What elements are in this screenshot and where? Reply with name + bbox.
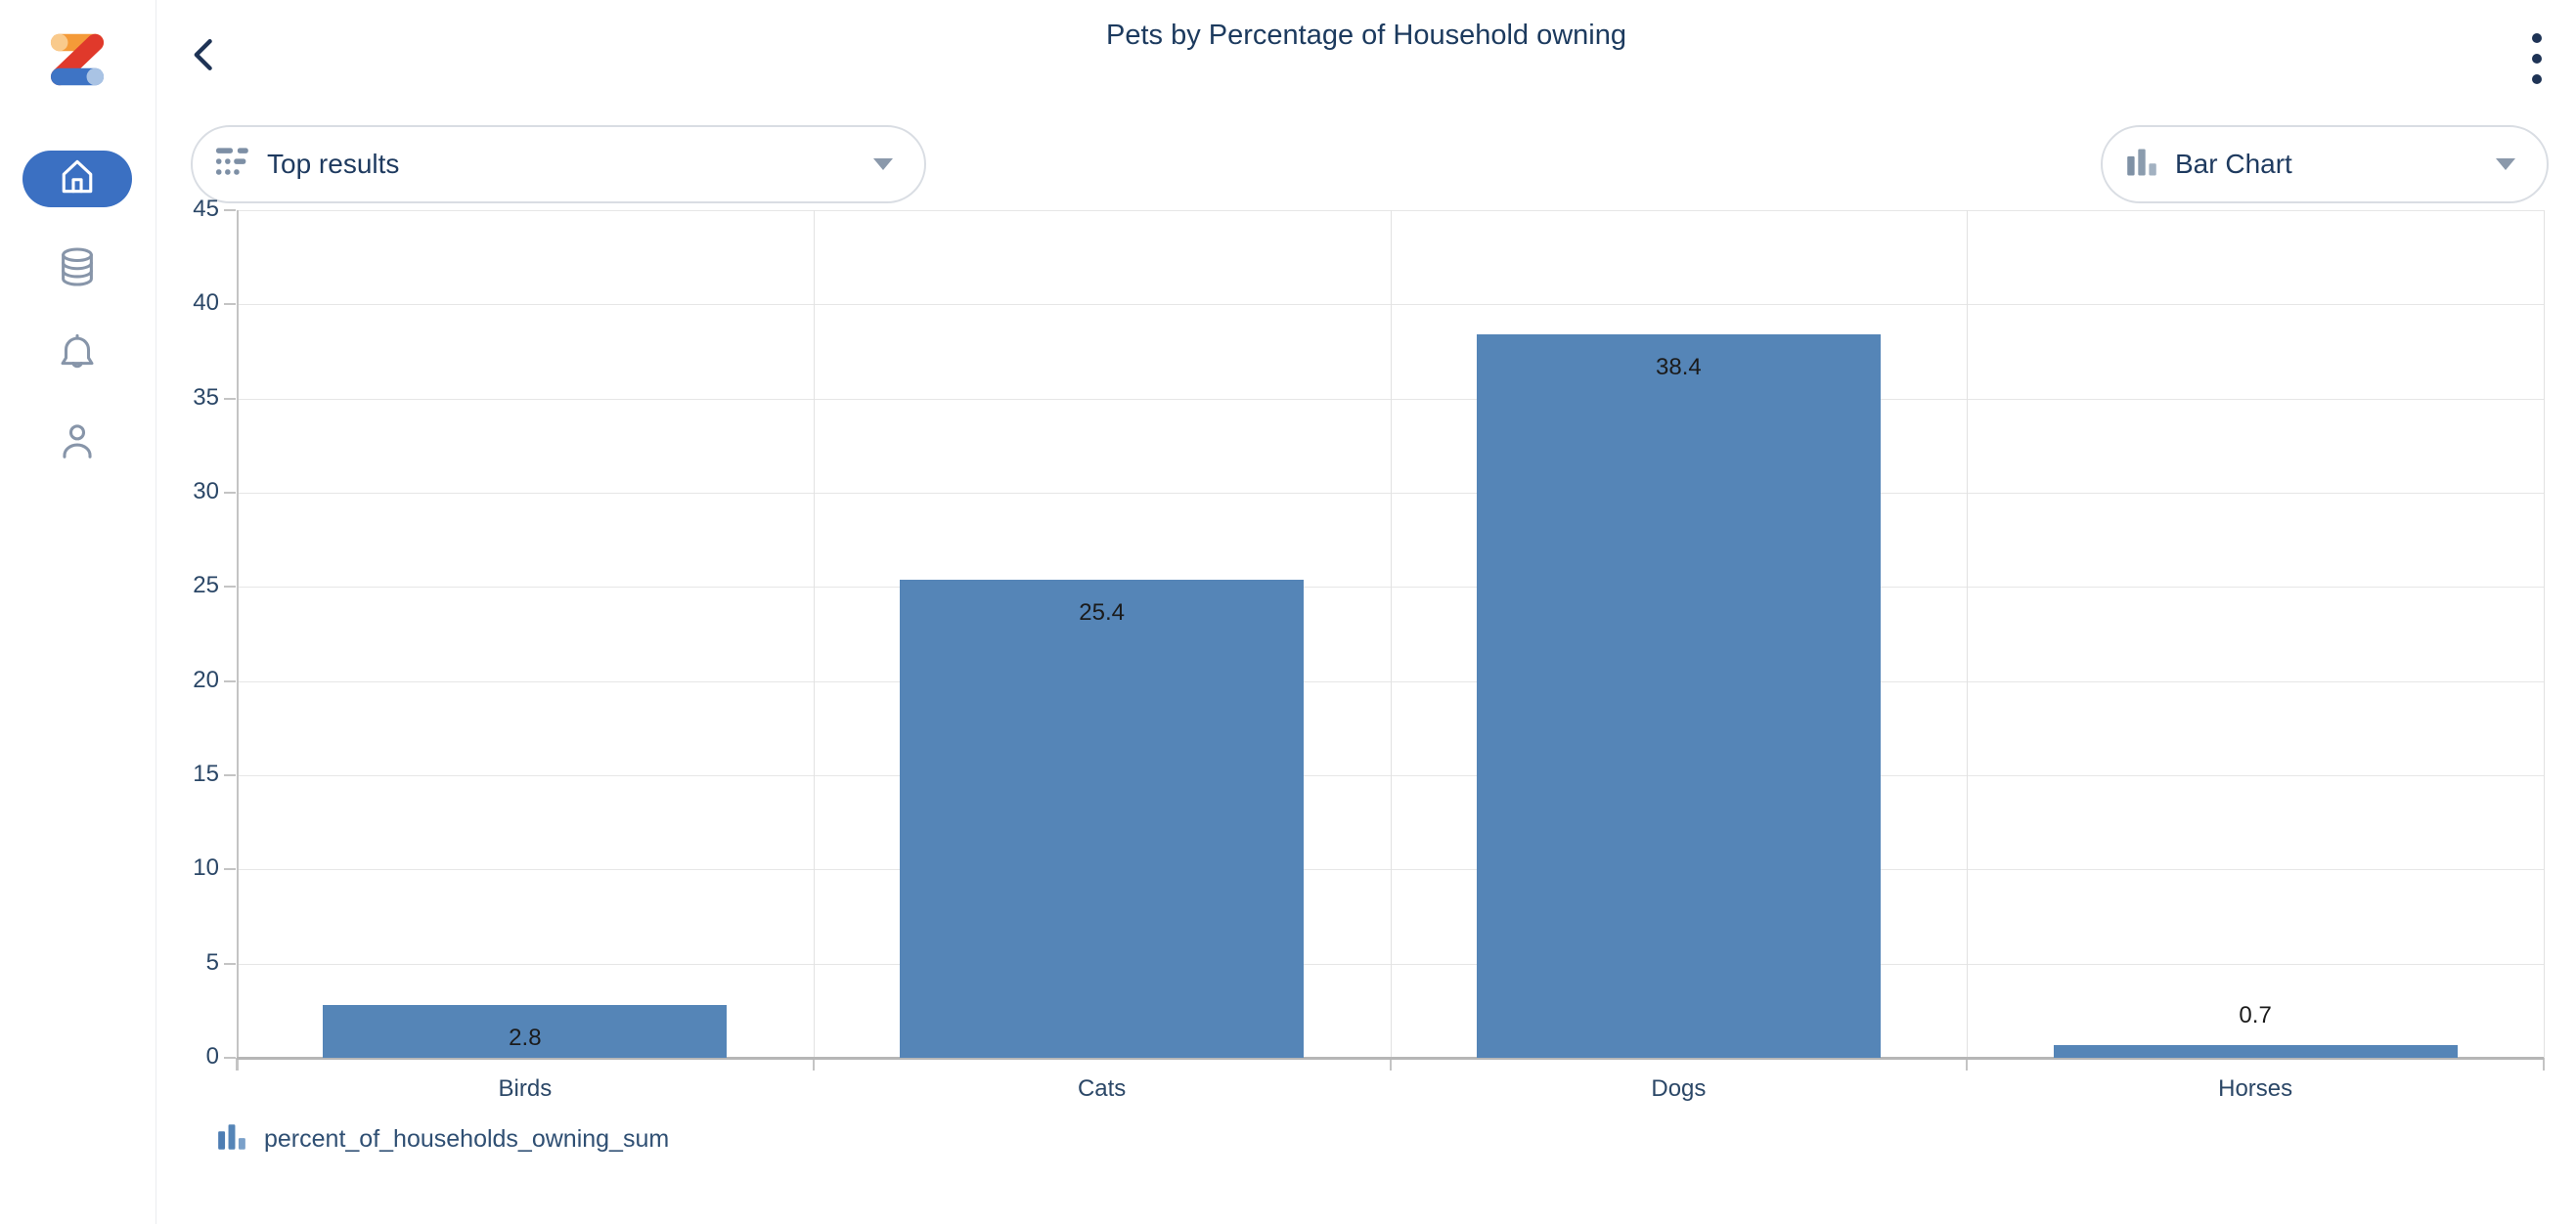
bar-horses[interactable] bbox=[2053, 1044, 2458, 1058]
x-gridline bbox=[1390, 210, 1392, 1058]
top-results-label: Top results bbox=[267, 149, 400, 179]
y-gridline bbox=[237, 493, 2544, 494]
y-tick bbox=[224, 492, 236, 494]
chart-type-label: Bar Chart bbox=[2175, 149, 2292, 179]
x-category-label: Dogs bbox=[1651, 1075, 1707, 1102]
y-axis bbox=[237, 210, 239, 1071]
x-category-label: Birds bbox=[498, 1075, 553, 1102]
y-gridline bbox=[237, 210, 2544, 211]
user-icon bbox=[55, 418, 100, 468]
y-tick bbox=[224, 397, 236, 400]
bar-chart-icon bbox=[2126, 147, 2157, 183]
y-gridline bbox=[237, 869, 2544, 871]
x-tick bbox=[1966, 1058, 1969, 1071]
bar-value-label: 0.7 bbox=[2239, 1001, 2272, 1028]
legend-item[interactable]: percent_of_households_owning_sum bbox=[217, 1122, 669, 1157]
bar-birds[interactable] bbox=[323, 1005, 728, 1058]
x-gridline bbox=[1967, 210, 1969, 1058]
y-tick bbox=[224, 962, 236, 965]
caret-down-icon bbox=[873, 158, 893, 170]
y-gridline bbox=[237, 680, 2544, 682]
x-tick bbox=[812, 1058, 815, 1071]
y-gridline bbox=[237, 304, 2544, 306]
sidebar-item-notifications[interactable] bbox=[22, 328, 132, 385]
x-tick bbox=[236, 1058, 238, 1071]
sidebar-item-data[interactable] bbox=[22, 240, 132, 297]
y-tick bbox=[224, 303, 236, 306]
y-tick bbox=[224, 1057, 236, 1059]
chevron-left-icon bbox=[184, 39, 227, 82]
x-tick bbox=[1389, 1058, 1392, 1071]
bell-icon bbox=[55, 332, 100, 382]
y-tick bbox=[224, 209, 236, 211]
bar-dogs[interactable] bbox=[1476, 334, 1881, 1058]
sidebar-item-home[interactable] bbox=[22, 151, 132, 207]
sidebar bbox=[0, 0, 156, 1224]
y-gridline bbox=[237, 963, 2544, 965]
y-gridline bbox=[237, 398, 2544, 400]
y-tick bbox=[224, 586, 236, 589]
bar-series-icon bbox=[217, 1122, 246, 1157]
zoho-logo[interactable] bbox=[43, 25, 111, 94]
y-gridline bbox=[237, 775, 2544, 776]
top-results-icon bbox=[216, 147, 249, 183]
legend-label: percent_of_households_owning_sum bbox=[264, 1125, 670, 1153]
back-button[interactable] bbox=[184, 31, 227, 78]
x-tick bbox=[2543, 1058, 2545, 1071]
y-tick bbox=[224, 679, 236, 682]
y-tick bbox=[224, 868, 236, 871]
database-icon bbox=[55, 244, 100, 294]
home-icon bbox=[56, 155, 99, 203]
sidebar-item-profile[interactable] bbox=[22, 415, 132, 471]
kebab-menu-icon[interactable] bbox=[2521, 33, 2553, 84]
y-gridline bbox=[237, 587, 2544, 589]
x-category-label: Cats bbox=[1077, 1075, 1127, 1102]
x-gridline bbox=[2544, 210, 2545, 1058]
x-category-label: Horses bbox=[2218, 1075, 2293, 1102]
caret-down-icon bbox=[2496, 158, 2515, 170]
chart-type-dropdown[interactable]: Bar Chart bbox=[2101, 125, 2549, 203]
page-title: Pets by Percentage of Household owning bbox=[1105, 20, 1626, 51]
bar-cats[interactable] bbox=[900, 579, 1305, 1058]
top-results-dropdown[interactable]: Top results bbox=[191, 125, 926, 203]
x-gridline bbox=[813, 210, 815, 1058]
y-tick bbox=[224, 774, 236, 776]
header: Pets by Percentage of Household owning bbox=[156, 0, 2576, 108]
